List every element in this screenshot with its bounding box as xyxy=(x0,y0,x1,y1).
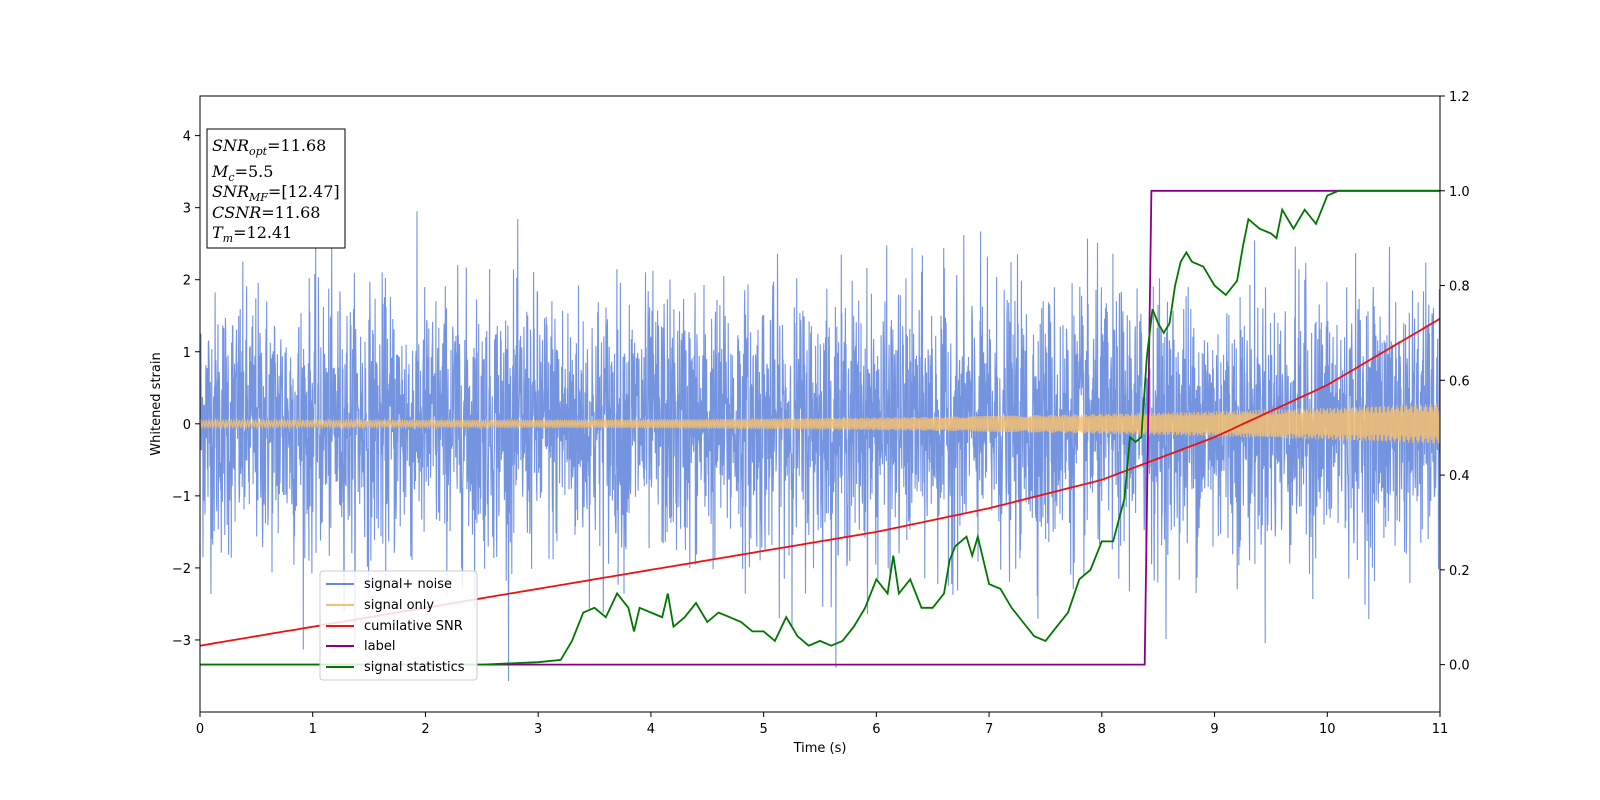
x-tick-label: 1 xyxy=(309,722,317,737)
annotation-snr-opt: SNRopt=11.68 xyxy=(212,136,326,158)
legend-entry-cumulative-snr: cumilative SNR xyxy=(364,619,463,634)
legend-entry-signal-noise: signal+ noise xyxy=(364,577,452,592)
x-tick-label: 11 xyxy=(1432,722,1449,737)
y-axis-right: 0.0 0.2 0.4 0.6 0.8 1.0 1.2 xyxy=(1440,90,1470,674)
legend: signal+ noise signal only cumilative SNR… xyxy=(319,570,478,681)
annotation-box: SNRopt=11.68 Mc=5.5 SNRMF=[12.47] CSNR=1… xyxy=(206,128,346,249)
x-tick-label: 9 xyxy=(1210,722,1218,737)
y-right-tick-label: 0.2 xyxy=(1449,564,1470,579)
x-tick-label: 7 xyxy=(985,722,993,737)
x-tick-label: 2 xyxy=(421,722,429,737)
y-left-tick-label: 3 xyxy=(183,202,191,217)
series-signal-statistics xyxy=(200,189,1440,666)
x-axis: 0 1 2 3 4 5 6 7 8 9 10 11 xyxy=(196,712,1448,737)
y-left-tick-label: −3 xyxy=(172,634,191,649)
y-right-tick-label: 0.4 xyxy=(1449,469,1470,484)
x-tick-label: 3 xyxy=(534,722,542,737)
x-tick-label: 0 xyxy=(196,722,204,737)
x-axis-label: Time (s) xyxy=(793,741,847,756)
y-left-tick-label: 1 xyxy=(183,346,191,361)
legend-entry-signal-only: signal only xyxy=(364,598,434,613)
annotation-snr-mf: SNRMF=[12.47] xyxy=(212,182,340,204)
annotation-csnr: CSNR=11.68 xyxy=(212,203,320,222)
y-left-tick-label: 0 xyxy=(183,418,191,433)
annotation-mc: Mc=5.5 xyxy=(211,162,273,184)
x-tick-label: 4 xyxy=(647,722,655,737)
y-right-tick-label: 1.0 xyxy=(1449,185,1470,200)
x-tick-label: 8 xyxy=(1098,722,1106,737)
y-right-tick-label: 1.2 xyxy=(1449,90,1470,105)
annotation-tm: Tm=12.41 xyxy=(212,223,292,245)
x-tick-label: 10 xyxy=(1319,722,1336,737)
y-left-tick-label: 4 xyxy=(183,130,191,145)
x-tick-label: 6 xyxy=(872,722,880,737)
series-signal-only xyxy=(200,403,1440,444)
y-right-tick-label: 0.8 xyxy=(1449,280,1470,295)
y-axis-label: Whitened strain xyxy=(149,352,164,455)
y-left-tick-label: 2 xyxy=(183,274,191,289)
y-axis-left: −3 −2 −1 0 1 2 3 4 xyxy=(172,130,200,649)
legend-entry-signal-statistics: signal statistics xyxy=(364,660,465,675)
series-label xyxy=(200,189,1440,666)
plot-frame xyxy=(199,95,1441,713)
y-left-tick-label: −1 xyxy=(172,490,191,505)
y-right-tick-label: 0.6 xyxy=(1449,374,1470,389)
y-right-tick-label: 0.0 xyxy=(1449,659,1470,674)
x-tick-label: 5 xyxy=(759,722,767,737)
legend-entry-label: label xyxy=(364,639,395,654)
y-left-tick-label: −2 xyxy=(172,562,191,577)
